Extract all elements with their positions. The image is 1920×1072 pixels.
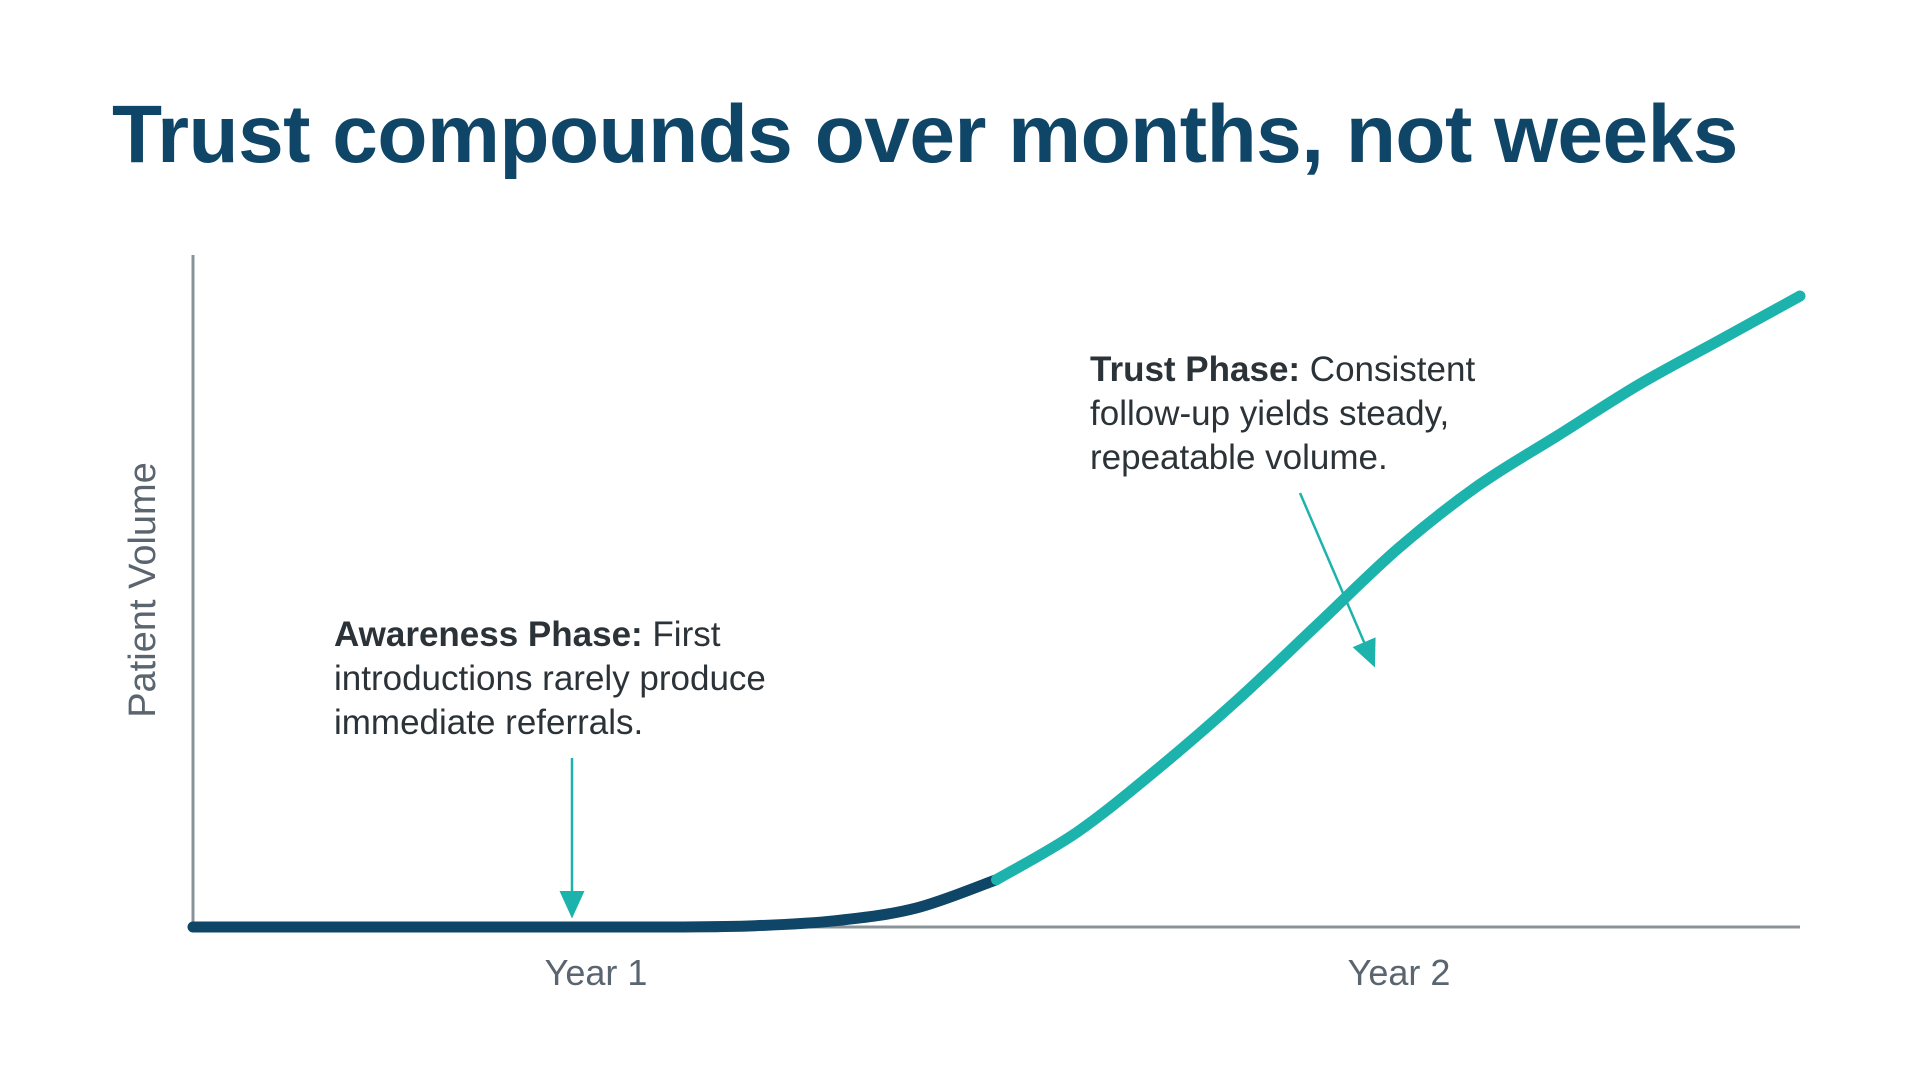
- annotation-trust-line-3: repeatable volume.: [1090, 438, 1388, 477]
- annotation-awareness: Awareness Phase: First introductions rar…: [334, 615, 766, 919]
- annotation-awareness-line-3: immediate referrals.: [334, 703, 643, 742]
- slide-title: Trust compounds over months, not weeks: [112, 89, 1738, 180]
- annotation-trust-label: Trust Phase:: [1090, 350, 1300, 389]
- annotation-awareness-line-1: First: [643, 615, 721, 654]
- series-line-awareness-segment: [187, 874, 1002, 933]
- series-line-trust-segment: [991, 290, 1806, 886]
- x-tick-label-year-2: Year 2: [1348, 952, 1451, 993]
- svg-text:Awareness Phase: First: Awareness Phase: First: [334, 615, 721, 654]
- annotation-awareness-label: Awareness Phase:: [334, 615, 643, 654]
- svg-text:Trust Phase: Consistent: Trust Phase: Consistent: [1090, 350, 1475, 389]
- y-axis-title: Patient Volume: [122, 462, 164, 718]
- x-tick-label-year-1: Year 1: [545, 952, 648, 993]
- annotation-trust: Trust Phase: Consistent follow-up yields…: [1090, 350, 1475, 668]
- annotation-awareness-line-2: introductions rarely produce: [334, 659, 766, 698]
- annotation-trust-line-2: follow-up yields steady,: [1090, 394, 1449, 433]
- annotation-trust-line-1: Consistent: [1300, 350, 1475, 389]
- annotation-trust-arrow: [1298, 492, 1376, 668]
